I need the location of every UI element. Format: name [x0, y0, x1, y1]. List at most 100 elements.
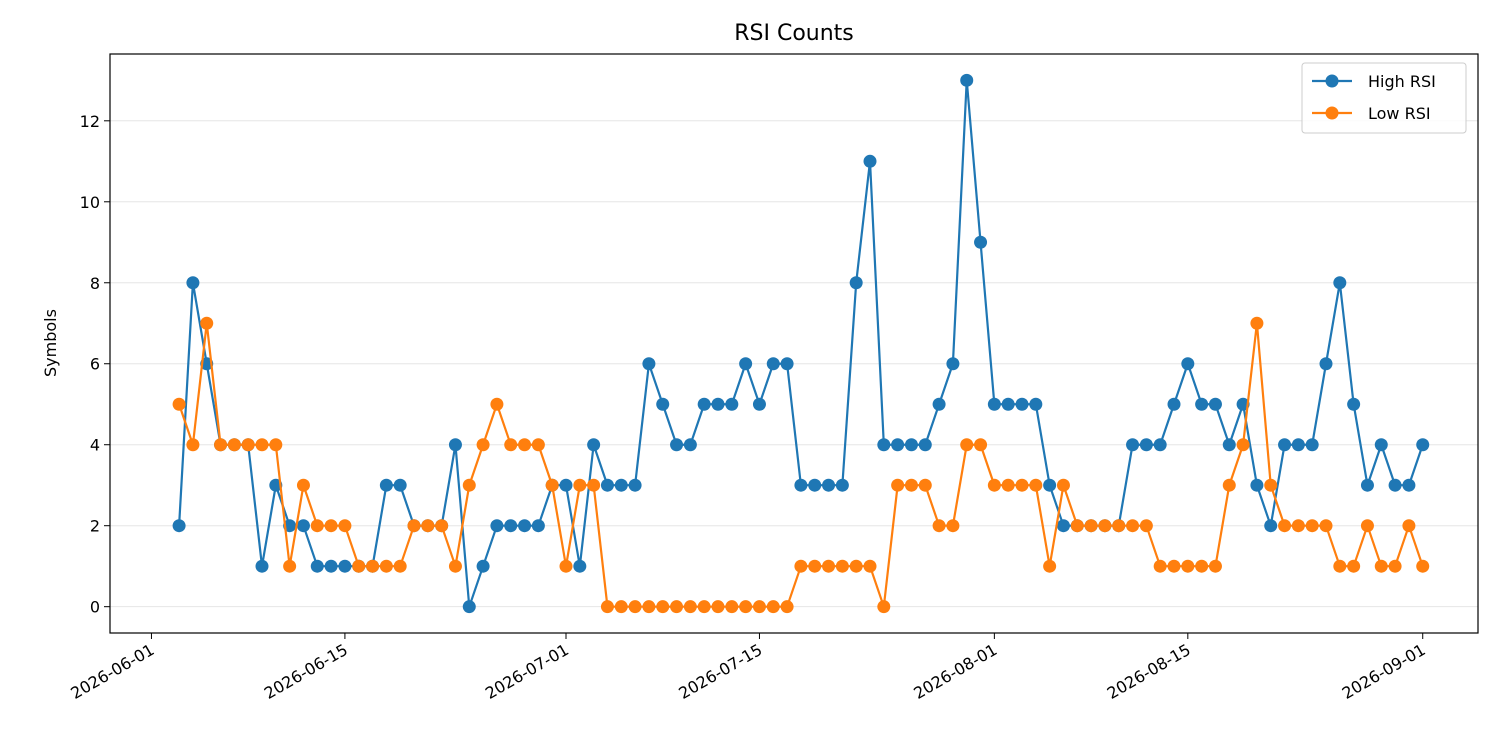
legend-label: Low RSI [1368, 104, 1431, 123]
data-point [1153, 438, 1167, 452]
data-point [794, 478, 808, 492]
data-point [1360, 478, 1374, 492]
data-point [531, 519, 545, 533]
data-point [1015, 397, 1029, 411]
data-point [531, 438, 545, 452]
data-point [587, 478, 601, 492]
data-point [1195, 397, 1209, 411]
data-point [739, 600, 753, 614]
data-point [1305, 438, 1319, 452]
data-point [628, 478, 642, 492]
data-point [504, 519, 518, 533]
data-point [1402, 519, 1416, 533]
data-point [1388, 478, 1402, 492]
data-point [366, 559, 380, 573]
data-point [379, 559, 393, 573]
data-point [683, 438, 697, 452]
data-point [518, 519, 532, 533]
data-point [711, 397, 725, 411]
data-point [1222, 478, 1236, 492]
y-tick-label: 8 [90, 274, 100, 293]
data-point [435, 519, 449, 533]
data-point [1153, 559, 1167, 573]
data-point [1029, 397, 1043, 411]
data-point [421, 519, 435, 533]
data-point [462, 600, 476, 614]
data-point [1056, 519, 1070, 533]
data-point [1374, 438, 1388, 452]
data-point [1291, 438, 1305, 452]
data-point [725, 397, 739, 411]
data-point [1098, 519, 1112, 533]
data-point [393, 478, 407, 492]
data-point [1126, 519, 1140, 533]
data-point [490, 397, 504, 411]
data-point [1416, 559, 1430, 573]
data-point [1319, 357, 1333, 371]
y-axis-label: Symbols [41, 309, 60, 377]
legend-item: High RSI [1312, 72, 1436, 91]
data-point [1029, 478, 1043, 492]
legend: High RSI Low RSI [1301, 62, 1467, 134]
legend-marker [1325, 106, 1339, 120]
data-point [1056, 478, 1070, 492]
data-point [1319, 519, 1333, 533]
data-point [808, 478, 822, 492]
data-point [462, 478, 476, 492]
data-point [1305, 519, 1319, 533]
data-point [1208, 559, 1222, 573]
data-point [1264, 519, 1278, 533]
data-point [670, 600, 684, 614]
data-point [1236, 438, 1250, 452]
y-tick-label: 12 [80, 112, 100, 131]
data-point [725, 600, 739, 614]
data-point [310, 559, 324, 573]
data-point [227, 438, 241, 452]
data-point [600, 600, 614, 614]
data-point [1278, 438, 1292, 452]
data-point [352, 559, 366, 573]
data-point [891, 438, 905, 452]
data-point [987, 478, 1001, 492]
data-point [932, 397, 946, 411]
chart-title: RSI Counts [734, 21, 854, 46]
data-point [186, 276, 200, 290]
data-point [822, 559, 836, 573]
data-point [656, 397, 670, 411]
data-point [1167, 397, 1181, 411]
data-point [559, 559, 573, 573]
data-point [1416, 438, 1430, 452]
data-point [1195, 559, 1209, 573]
data-point [614, 600, 628, 614]
series-low-rsi [172, 316, 1430, 614]
data-point [987, 397, 1001, 411]
data-point [1126, 438, 1140, 452]
data-point [1264, 478, 1278, 492]
data-point [642, 357, 656, 371]
data-point [283, 559, 297, 573]
data-point [1181, 559, 1195, 573]
data-point [877, 438, 891, 452]
data-point [1374, 559, 1388, 573]
data-point [573, 478, 587, 492]
data-point [545, 478, 559, 492]
data-point [946, 519, 960, 533]
data-point [683, 600, 697, 614]
data-point [752, 397, 766, 411]
data-point [863, 154, 877, 168]
data-point [1070, 519, 1084, 533]
data-point [255, 438, 269, 452]
data-point [1139, 438, 1153, 452]
data-point [1360, 519, 1374, 533]
data-point [490, 519, 504, 533]
data-point [780, 357, 794, 371]
data-point [918, 438, 932, 452]
data-point [448, 559, 462, 573]
data-point [711, 600, 725, 614]
data-point [697, 397, 711, 411]
legend-marker [1325, 74, 1339, 88]
data-point [628, 600, 642, 614]
data-point [1250, 316, 1264, 330]
data-point [739, 357, 753, 371]
